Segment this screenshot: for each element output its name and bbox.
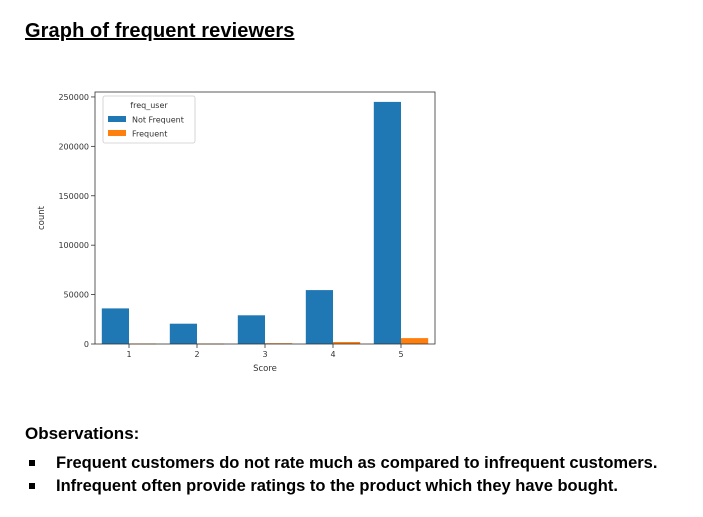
- observation-text: Infrequent often provide ratings to the …: [56, 477, 618, 495]
- page-heading: Graph of frequent reviewers: [25, 20, 295, 42]
- bar-not-frequent-2: [169, 323, 197, 344]
- bar-frequent-5: [401, 338, 429, 344]
- y-axis-label: count: [37, 205, 47, 230]
- bar-not-frequent-5: [373, 101, 401, 345]
- x-tick-label: 4: [330, 350, 335, 359]
- bar-not-frequent-1: [101, 308, 129, 344]
- bullet-icon: [29, 460, 35, 466]
- legend-label: Not Frequent: [132, 116, 184, 125]
- legend-swatch-frequent: [108, 130, 126, 136]
- x-axis-label: Score: [253, 364, 277, 374]
- bar-not-frequent-4: [305, 290, 333, 344]
- legend-title: freq_user: [130, 101, 168, 110]
- legend-label: Frequent: [132, 130, 167, 139]
- x-tick-label: 5: [398, 350, 403, 359]
- legend-swatch-not-frequent: [108, 116, 126, 122]
- observation-item: Infrequent often provide ratings to the …: [25, 475, 695, 498]
- plot-frame: [94, 91, 436, 345]
- y-tick-label: 0: [84, 340, 89, 349]
- observations-list: Frequent customers do not rate much as c…: [25, 452, 695, 498]
- y-tick-label: 200000: [58, 142, 89, 151]
- y-tick-label: 50000: [64, 291, 89, 300]
- x-tick-label: 1: [126, 350, 131, 359]
- chart-svg: 1 2 3 4 5 0 50000 100000 150000 200000 250000 Score…: [37, 91, 436, 374]
- bar-not-frequent-3: [237, 315, 265, 344]
- observations-title: Observations:: [25, 424, 140, 443]
- y-tick-label: 100000: [58, 241, 89, 250]
- observation-text: Frequent customers do not rate much as c…: [56, 454, 658, 472]
- y-tick-label: 150000: [58, 192, 89, 201]
- y-tick-label: 250000: [58, 93, 89, 102]
- x-tick-label: 3: [262, 350, 267, 359]
- bar-frequent-4: [333, 342, 361, 344]
- x-tick-label: 2: [194, 350, 199, 359]
- bullet-icon: [29, 483, 35, 489]
- observation-item: Frequent customers do not rate much as c…: [25, 452, 695, 475]
- bar-chart: 1 2 3 4 5 0 50000 100000 150000 200000 250000 Score…: [25, 85, 445, 380]
